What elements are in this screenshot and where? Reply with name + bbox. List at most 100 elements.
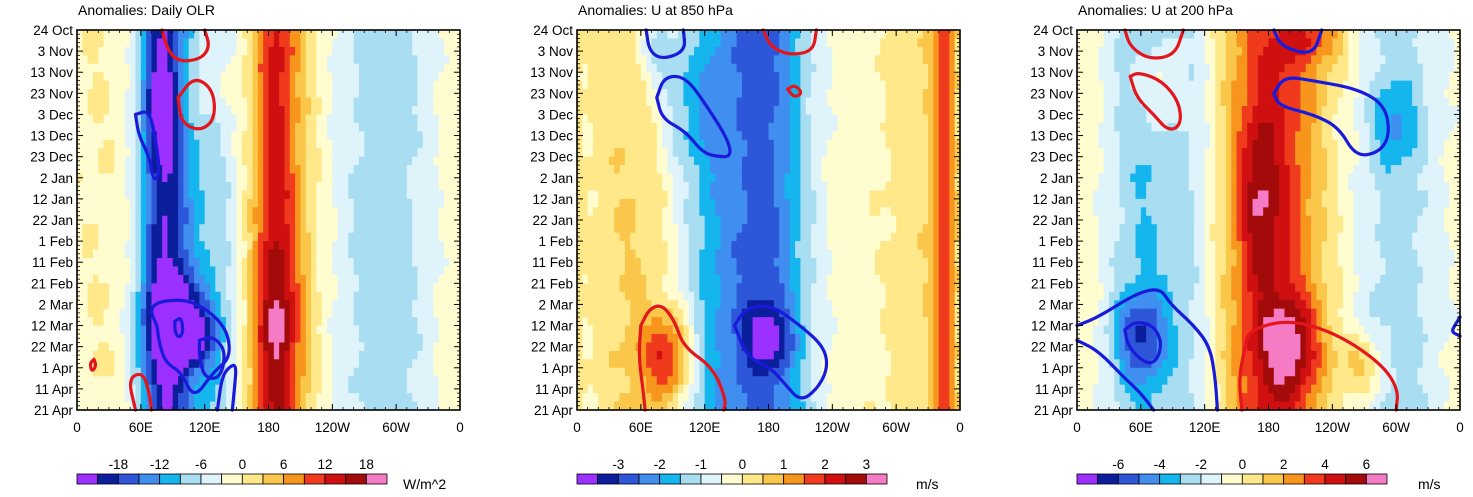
heatmap-cell — [167, 342, 174, 352]
heatmap-cell — [220, 72, 227, 82]
heatmap-cell — [241, 97, 248, 107]
heatmap-cell — [92, 342, 99, 352]
heatmap-cell — [284, 342, 291, 352]
heatmap-cell — [178, 30, 184, 40]
heatmap-cell — [795, 46, 802, 56]
heatmap-cell — [92, 334, 99, 344]
heatmap-cell — [630, 72, 637, 82]
heatmap-cell — [848, 63, 855, 73]
heatmap-cell — [279, 131, 286, 141]
heatmap-cell — [146, 182, 153, 192]
heatmap-cell — [747, 173, 754, 183]
heatmap-cell — [241, 156, 248, 166]
heatmap-cell — [928, 80, 935, 90]
heatmap-cell — [694, 106, 700, 116]
heatmap-cell — [342, 224, 349, 234]
heatmap-cell — [380, 148, 387, 158]
heatmap-cell — [327, 190, 333, 200]
heatmap-cell — [316, 190, 323, 200]
heatmap-cell — [827, 173, 833, 183]
heatmap-cell — [263, 224, 270, 234]
heatmap-cell — [736, 122, 743, 132]
heatmap-cell — [194, 249, 200, 259]
heatmap-cell — [848, 114, 855, 124]
heatmap-cell — [284, 384, 291, 394]
heatmap-cell — [332, 165, 339, 175]
heatmap-cell — [236, 274, 243, 284]
heatmap-cell — [374, 350, 381, 360]
heatmap-cell — [715, 190, 722, 200]
heatmap-cell — [848, 122, 855, 132]
heatmap-cell — [342, 232, 349, 242]
heatmap-cell — [295, 97, 302, 107]
heatmap-cell — [688, 148, 695, 158]
heatmap-cell — [146, 232, 153, 242]
heatmap-cell — [901, 173, 908, 183]
heatmap-cell — [752, 165, 759, 175]
heatmap-cell — [757, 30, 764, 40]
heatmap-cell — [194, 266, 200, 276]
heatmap-cell — [87, 376, 94, 386]
heatmap-cell — [348, 139, 355, 149]
heatmap-cell — [124, 148, 131, 158]
heatmap-cell — [912, 122, 919, 132]
heatmap-cell — [417, 46, 424, 56]
heatmap-cell — [135, 274, 142, 284]
heatmap-cell — [678, 173, 684, 183]
heatmap-cell — [194, 131, 200, 141]
heatmap-cell — [215, 334, 222, 344]
heatmap-cell — [390, 317, 397, 327]
heatmap-cell — [922, 173, 929, 183]
heatmap-cell — [401, 325, 408, 335]
heatmap-cell — [614, 106, 621, 116]
heatmap-cell — [428, 38, 435, 48]
heatmap-cell — [720, 89, 727, 99]
heatmap-cell — [82, 232, 89, 242]
heatmap-cell — [816, 182, 823, 192]
heatmap-cell — [390, 173, 397, 183]
heatmap-cell — [284, 300, 291, 310]
heatmap-cell — [257, 367, 264, 377]
heatmap-cell — [592, 165, 599, 175]
heatmap-cell — [204, 190, 211, 200]
heatmap-cell — [933, 148, 940, 158]
heatmap-cell — [257, 232, 264, 242]
heatmap-cell — [215, 38, 222, 48]
heatmap-cell — [236, 156, 243, 166]
heatmap-cell — [178, 63, 184, 73]
heatmap-cell — [885, 63, 892, 73]
heatmap-cell — [98, 241, 105, 251]
heatmap-cell — [598, 122, 605, 132]
heatmap-cell — [204, 215, 211, 225]
heatmap-cell — [268, 249, 275, 259]
heatmap-cell — [906, 55, 913, 65]
heatmap-cell — [289, 198, 296, 208]
heatmap-cell — [374, 148, 381, 158]
heatmap-cell — [204, 106, 211, 116]
heatmap-cell — [922, 156, 929, 166]
heatmap-cell — [720, 173, 727, 183]
heatmap-cell — [880, 148, 887, 158]
heatmap-cell — [842, 63, 849, 73]
heatmap-cell — [406, 30, 413, 40]
heatmap-cell — [305, 367, 312, 377]
heatmap-cell — [587, 165, 594, 175]
heatmap-cell — [358, 376, 365, 386]
heatmap-cell — [284, 89, 291, 99]
heatmap-cell — [92, 55, 99, 65]
heatmap-cell — [906, 97, 913, 107]
heatmap-cell — [433, 334, 440, 344]
heatmap-cell — [241, 274, 248, 284]
heatmap-cell — [709, 190, 716, 200]
heatmap-cell — [162, 393, 169, 403]
heatmap-cell — [438, 46, 445, 56]
heatmap-cell — [231, 156, 238, 166]
heatmap-cell — [209, 300, 216, 310]
heatmap-cell — [417, 207, 424, 217]
heatmap-cell — [199, 72, 206, 82]
heatmap-cell — [130, 350, 137, 360]
heatmap-cell — [587, 46, 594, 56]
heatmap-cell — [247, 63, 254, 73]
heatmap-cell — [768, 165, 775, 175]
heatmap-cell — [82, 350, 89, 360]
